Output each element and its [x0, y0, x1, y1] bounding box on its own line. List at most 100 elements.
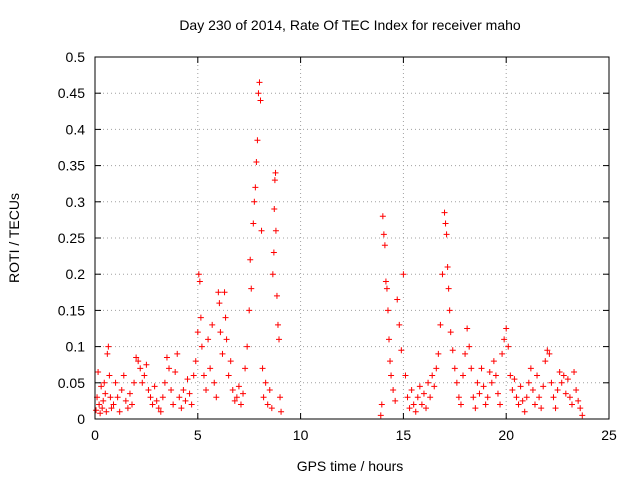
data-point	[527, 365, 534, 372]
data-point	[455, 394, 462, 401]
data-point	[392, 397, 399, 404]
data-point	[244, 343, 251, 350]
data-point	[258, 227, 265, 234]
data-point	[157, 408, 164, 415]
data-point	[507, 372, 514, 379]
data-point	[564, 376, 571, 383]
data-point	[100, 397, 107, 404]
data-point	[272, 227, 279, 234]
data-point	[388, 372, 395, 379]
data-point	[515, 401, 522, 408]
data-point	[383, 285, 390, 292]
data-point	[222, 314, 229, 321]
data-point	[264, 401, 271, 408]
data-point	[451, 365, 458, 372]
data-point	[107, 394, 114, 401]
data-point	[470, 394, 477, 401]
y-tick-label: 0.35	[58, 158, 85, 174]
data-point	[216, 300, 223, 307]
data-point	[247, 256, 254, 263]
data-point	[447, 329, 454, 336]
data-point	[135, 358, 142, 365]
data-point	[273, 292, 280, 299]
data-point	[145, 387, 152, 394]
data-point	[215, 289, 222, 296]
data-point	[435, 350, 442, 357]
data-point	[102, 390, 109, 397]
data-points	[93, 79, 586, 419]
data-point	[254, 137, 261, 144]
data-point	[531, 401, 538, 408]
y-tick-label: 0	[77, 411, 85, 427]
data-point	[205, 336, 212, 343]
data-point	[95, 368, 102, 375]
data-point	[178, 405, 185, 412]
data-point	[196, 278, 203, 285]
y-tick-label: 0.1	[66, 339, 86, 355]
data-point	[480, 383, 487, 390]
data-point	[131, 379, 138, 386]
data-point	[219, 350, 226, 357]
data-point	[112, 379, 119, 386]
data-point	[97, 410, 104, 417]
x-axis-label: GPS time / hours	[297, 458, 404, 474]
data-point	[468, 365, 475, 372]
data-point	[499, 350, 506, 357]
data-point	[168, 387, 175, 394]
data-point	[525, 379, 532, 386]
data-point	[476, 390, 483, 397]
data-point	[474, 379, 481, 386]
data-point	[492, 372, 499, 379]
data-point	[170, 401, 177, 408]
data-point	[442, 220, 449, 227]
data-point	[400, 271, 407, 278]
data-point	[198, 343, 205, 350]
data-point	[414, 394, 421, 401]
data-point	[278, 408, 285, 415]
data-point	[248, 285, 255, 292]
data-point	[276, 336, 283, 343]
data-point	[484, 394, 491, 401]
data-point	[182, 397, 189, 404]
data-point	[538, 405, 545, 412]
data-point	[96, 401, 103, 408]
data-point	[184, 376, 191, 383]
x-tick-label: 20	[498, 427, 514, 443]
data-point	[505, 343, 512, 350]
data-point	[387, 358, 394, 365]
data-point	[503, 325, 510, 332]
data-point	[151, 383, 158, 390]
y-tick-label: 0.25	[58, 230, 85, 246]
data-point	[384, 307, 391, 314]
data-point	[250, 220, 257, 227]
data-point	[110, 401, 117, 408]
data-point	[390, 387, 397, 394]
data-point	[418, 401, 425, 408]
data-point	[441, 209, 448, 216]
data-point	[137, 365, 144, 372]
data-point	[155, 405, 162, 412]
data-point	[540, 383, 547, 390]
data-point	[408, 387, 415, 394]
data-point	[445, 285, 452, 292]
data-point	[546, 350, 553, 357]
data-point	[542, 358, 549, 365]
data-point	[223, 336, 230, 343]
data-point	[556, 368, 563, 375]
data-point	[381, 242, 388, 249]
data-point	[490, 358, 497, 365]
data-point	[501, 336, 508, 343]
data-point	[227, 358, 234, 365]
data-point	[118, 387, 125, 394]
data-point	[554, 387, 561, 394]
data-point	[256, 79, 263, 86]
y-tick-label: 0.2	[66, 266, 86, 282]
data-point	[225, 372, 232, 379]
data-point	[550, 394, 557, 401]
data-point	[433, 365, 440, 372]
data-point	[271, 206, 278, 213]
y-tick-label: 0.45	[58, 85, 85, 101]
data-point	[149, 401, 156, 408]
data-point	[153, 397, 160, 404]
chart-title: Day 230 of 2014, Rate Of TEC Index for r…	[179, 17, 521, 33]
